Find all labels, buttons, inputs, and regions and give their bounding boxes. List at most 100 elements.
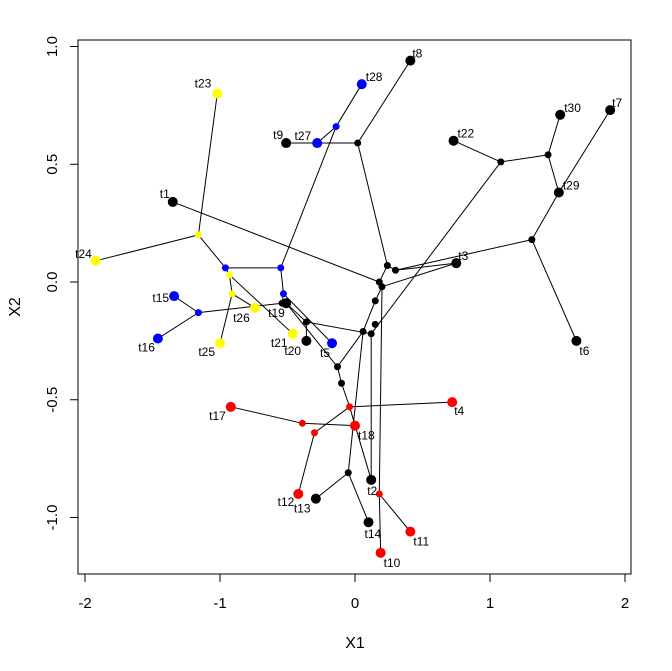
tip-point — [447, 397, 458, 408]
tip-label: t27 — [295, 129, 312, 143]
tree-edge — [347, 331, 364, 473]
tree-edge — [230, 406, 303, 424]
tip-point — [448, 135, 459, 146]
tip-point — [225, 401, 236, 412]
x-axis: -2 -1 0 1 2 — [78, 574, 629, 612]
tree-edge — [95, 234, 199, 262]
tip-point — [363, 517, 374, 528]
tip-point — [555, 109, 566, 120]
tree-edge — [558, 109, 611, 193]
tree-edge — [283, 293, 333, 344]
tip-point — [250, 302, 261, 313]
tip-label: t19 — [268, 306, 285, 320]
internal-node — [371, 297, 379, 305]
internal-node — [302, 318, 310, 326]
tree-edge — [349, 401, 453, 408]
tree-edge — [157, 312, 199, 339]
tip-point — [212, 88, 223, 99]
x-tick-label: 2 — [621, 595, 629, 612]
tip-label: t16 — [138, 341, 155, 355]
tip-label: t20 — [284, 344, 301, 358]
internal-node — [194, 231, 202, 239]
tree-edge — [229, 274, 294, 335]
internal-node — [332, 123, 340, 131]
tip-label: t8 — [412, 47, 422, 61]
y-tick-label: -1.0 — [44, 505, 61, 531]
tip-label: t2 — [367, 484, 377, 498]
tip-label: t22 — [458, 127, 475, 141]
internal-node — [378, 283, 386, 291]
tree-edge — [197, 93, 218, 235]
tip-point — [310, 493, 321, 504]
tree-edge — [302, 422, 356, 427]
y-tick-label: -0.5 — [44, 387, 61, 413]
tree-edge — [453, 140, 502, 163]
y-axis: -1.0 -0.5 0.0 0.5 1.0 — [44, 36, 78, 530]
internal-node — [298, 419, 306, 427]
y-tick-label: 0.5 — [44, 154, 61, 175]
tree-edge — [314, 406, 350, 434]
tree-edge — [335, 83, 363, 127]
tree-edge — [198, 302, 283, 314]
internal-node — [371, 320, 379, 328]
tip-label: t3 — [458, 249, 468, 263]
tip-point — [356, 79, 367, 90]
internal-node — [375, 490, 383, 498]
tip-label: t30 — [564, 101, 581, 115]
internal-node — [344, 469, 352, 477]
tree-nodes — [90, 55, 616, 558]
tip-point — [90, 255, 101, 266]
tip-point — [281, 138, 292, 149]
internal-node — [544, 151, 552, 159]
tree-edge — [531, 192, 560, 240]
tip-label: t29 — [563, 179, 580, 193]
tip-label: t11 — [413, 535, 429, 549]
internal-node — [359, 327, 367, 335]
tip-label: t25 — [198, 345, 215, 359]
internal-node — [277, 264, 285, 272]
tree-edge — [347, 472, 369, 523]
tip-point — [287, 328, 298, 339]
internal-node — [528, 236, 536, 244]
tree-edge — [547, 154, 560, 193]
tree-edge — [395, 262, 457, 271]
tree-edge — [285, 302, 338, 368]
internal-node — [228, 290, 236, 298]
tip-point — [152, 333, 163, 344]
tip-point — [301, 335, 312, 346]
tree-edge — [378, 493, 411, 532]
x-tick-label: 0 — [351, 595, 359, 612]
tip-label: t21 — [271, 336, 288, 350]
internal-node — [221, 264, 229, 272]
tree-edge — [547, 114, 561, 155]
tip-label: t4 — [454, 404, 464, 418]
internal-node — [497, 158, 505, 166]
tree-edge — [395, 239, 532, 271]
tree-edge — [378, 286, 383, 494]
internal-node — [392, 266, 399, 274]
internal-node — [333, 363, 341, 371]
tip-point — [312, 138, 323, 149]
tree-edge — [500, 154, 549, 163]
tree-edge — [357, 142, 388, 266]
tree-edge — [315, 472, 349, 500]
tip-label: t26 — [233, 311, 250, 325]
x-tick-label: -1 — [213, 595, 226, 612]
tip-label: t15 — [152, 291, 169, 305]
tree-edge — [172, 201, 380, 283]
internal-node — [367, 330, 375, 338]
tip-point — [293, 488, 304, 499]
tip-label: t7 — [612, 96, 622, 110]
tip-label: t24 — [75, 247, 92, 261]
tree-edge — [341, 383, 351, 407]
tree-edge — [297, 432, 315, 495]
internal-node — [338, 379, 345, 387]
tip-label: t18 — [358, 429, 375, 443]
tip-label: t23 — [195, 77, 212, 91]
tree-edge — [280, 126, 337, 269]
tree-edge — [219, 293, 233, 344]
tip-label: t6 — [579, 344, 589, 358]
tree-edge — [362, 300, 376, 332]
tree-edges — [95, 60, 611, 553]
